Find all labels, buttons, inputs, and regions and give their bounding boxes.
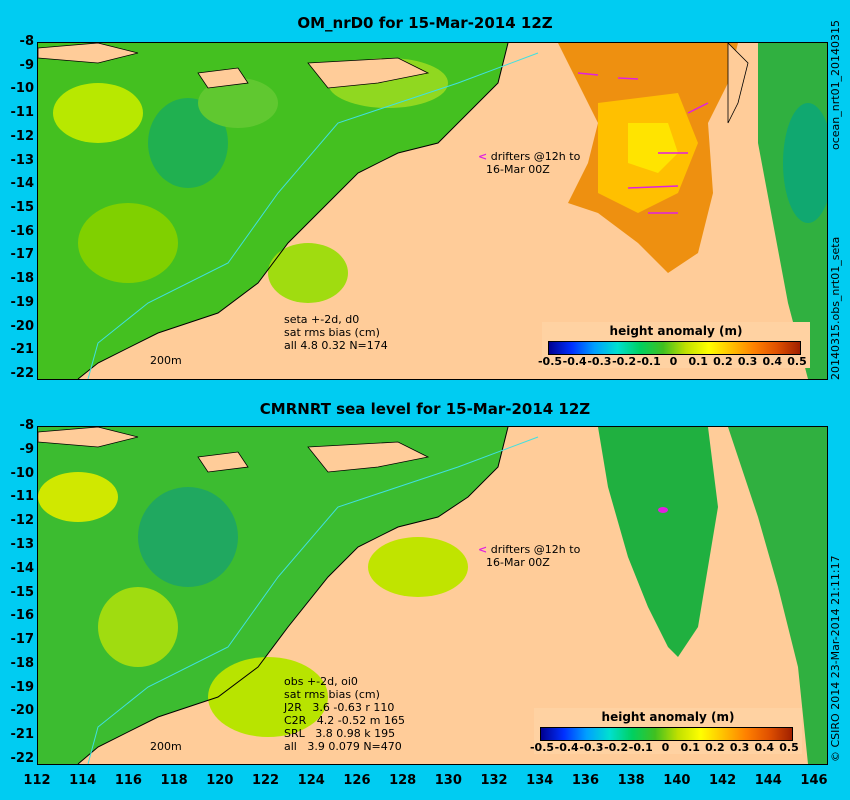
colorbar-tick: -0.5 bbox=[529, 741, 555, 754]
lon-tick: 144 bbox=[754, 773, 782, 788]
lat-tick: -9 bbox=[19, 57, 34, 73]
lat-tick: -15 bbox=[10, 584, 35, 600]
lon-tick: 146 bbox=[800, 773, 828, 788]
colorbar-tick: 0.5 bbox=[787, 355, 807, 368]
lon-tick: 122 bbox=[251, 773, 280, 788]
lat-tick: -18 bbox=[10, 655, 35, 671]
lon-tick: 120 bbox=[206, 773, 234, 788]
colorbar-tick: 0.5 bbox=[779, 741, 799, 754]
lat-tick: -10 bbox=[10, 81, 35, 97]
legend-top: height anomaly (m) -0.5 -0.4 -0.3 -0.2 -0.1 0… bbox=[538, 322, 810, 368]
top-map bbox=[37, 42, 828, 380]
lon-tick: 138 bbox=[617, 773, 645, 788]
lat-tick: -8 bbox=[19, 418, 34, 433]
bottom-panel-title: CMRNRT sea level for 15-Mar-2014 12Z bbox=[259, 400, 591, 418]
lon-tick: 116 bbox=[114, 773, 142, 788]
drifter-arrow-icon: < bbox=[478, 150, 488, 163]
colorbar-tick: -0.5 bbox=[537, 355, 563, 368]
bottom-map bbox=[37, 426, 828, 765]
lat-tick: -13 bbox=[10, 152, 35, 168]
colorbar-top bbox=[548, 341, 801, 355]
lon-tick: 130 bbox=[434, 773, 462, 788]
lat-tick: -17 bbox=[10, 632, 35, 648]
colorbar-tick: -0.3 bbox=[587, 355, 612, 368]
stats-top: seta +-2d, d0 sat rms bias (cm) all 4.8 … bbox=[284, 313, 388, 352]
drifters-note-top: < drifters @12h to 16-Mar 00Z bbox=[478, 150, 580, 176]
colorbar-tick: 0.3 bbox=[729, 741, 750, 754]
side-label-top: ocean_nrt01_20140315 bbox=[829, 19, 842, 150]
lat-tick: -18 bbox=[10, 271, 35, 287]
lon-tick: 114 bbox=[69, 773, 97, 788]
scale-label-top: 200m bbox=[150, 354, 182, 367]
drifters-line-2: 16-Mar 00Z bbox=[486, 556, 550, 569]
lat-tick: -15 bbox=[10, 200, 35, 215]
lat-tick: -12 bbox=[10, 128, 35, 144]
lon-tick: 132 bbox=[480, 773, 508, 788]
lat-tick: -14 bbox=[10, 560, 35, 576]
colorbar-tick: 0.1 bbox=[688, 355, 708, 368]
drifters-line-1: drifters @12h to bbox=[490, 543, 581, 556]
lat-tick: -14 bbox=[10, 176, 35, 192]
colorbar-tick: 0 bbox=[661, 741, 670, 754]
lon-tick: 126 bbox=[343, 773, 371, 788]
colorbar-tick: 0.4 bbox=[762, 355, 783, 368]
colorbar-tick: 0.2 bbox=[713, 355, 733, 368]
drifters-note-bottom: < drifters @12h to 16-Mar 00Z bbox=[478, 543, 580, 569]
colorbar-tick: 0 bbox=[669, 355, 678, 368]
lat-tick: -21 bbox=[10, 727, 35, 743]
lat-tick: -8 bbox=[19, 34, 34, 49]
lat-tick: -20 bbox=[10, 703, 35, 719]
lon-tick: 134 bbox=[526, 773, 554, 788]
lon-tick: 142 bbox=[709, 773, 737, 788]
colorbar-tick: -0.2 bbox=[604, 741, 629, 754]
lon-tick: 140 bbox=[663, 773, 691, 788]
lat-tick: -11 bbox=[10, 489, 35, 505]
lat-tick: -22 bbox=[10, 366, 35, 381]
colorbar-tick: -0.1 bbox=[628, 741, 653, 754]
colorbar-tick: 0.3 bbox=[737, 355, 758, 368]
lat-tick: -13 bbox=[10, 536, 35, 552]
lat-tick: -17 bbox=[10, 247, 35, 263]
top-panel-title: OM_nrD0 for 15-Mar-2014 12Z bbox=[297, 14, 553, 32]
legend-bottom: height anomaly (m) -0.5 -0.4 -0.3 -0.2 -0.1 0… bbox=[530, 708, 802, 754]
lat-tick: -20 bbox=[10, 318, 35, 334]
lon-tick: 136 bbox=[571, 773, 600, 788]
lat-tick: -16 bbox=[10, 223, 35, 239]
lat-tick: -10 bbox=[10, 465, 35, 481]
lat-tick: -11 bbox=[10, 105, 35, 121]
lon-tick: 128 bbox=[389, 773, 417, 788]
side-label-top-2: 20140315.obs_nrt01_seta bbox=[829, 236, 842, 380]
legend-title-bottom: height anomaly (m) bbox=[601, 710, 735, 724]
colorbar-tick: 0.2 bbox=[705, 741, 725, 754]
colorbar-tick: 0.1 bbox=[680, 741, 700, 754]
lat-tick: -22 bbox=[10, 751, 35, 766]
colorbar-tick: 0.4 bbox=[754, 741, 775, 754]
colorbar-tick: -0.2 bbox=[612, 355, 637, 368]
side-label-bottom: © CSIRO 2014 23-Mar-2014 21:11:17 bbox=[829, 555, 842, 762]
lon-tick: 124 bbox=[297, 773, 325, 788]
scale-label-bottom: 200m bbox=[150, 740, 182, 753]
lon-tick: 118 bbox=[160, 773, 188, 788]
drifters-line-2: 16-Mar 00Z bbox=[486, 163, 550, 176]
lon-tick: 112 bbox=[23, 773, 51, 788]
drifters-line-1: drifters @12h to bbox=[490, 150, 581, 163]
stats-bottom: obs +-2d, oi0 sat rms bias (cm) J2R 3.6 … bbox=[284, 675, 405, 753]
lat-tick: -16 bbox=[10, 608, 35, 624]
lat-tick: -21 bbox=[10, 342, 35, 358]
colorbar-bottom bbox=[540, 727, 793, 741]
colorbar-tick: -0.4 bbox=[562, 355, 587, 368]
colorbar-tick: -0.4 bbox=[554, 741, 579, 754]
lat-tick: -9 bbox=[19, 441, 34, 457]
legend-title-top: height anomaly (m) bbox=[609, 324, 743, 338]
drifter-arrow-icon: < bbox=[478, 543, 488, 556]
lat-tick: -12 bbox=[10, 513, 35, 529]
colorbar-tick: -0.3 bbox=[579, 741, 604, 754]
lat-tick: -19 bbox=[10, 679, 35, 695]
lat-tick: -19 bbox=[10, 294, 35, 310]
colorbar-tick: -0.1 bbox=[636, 355, 661, 368]
